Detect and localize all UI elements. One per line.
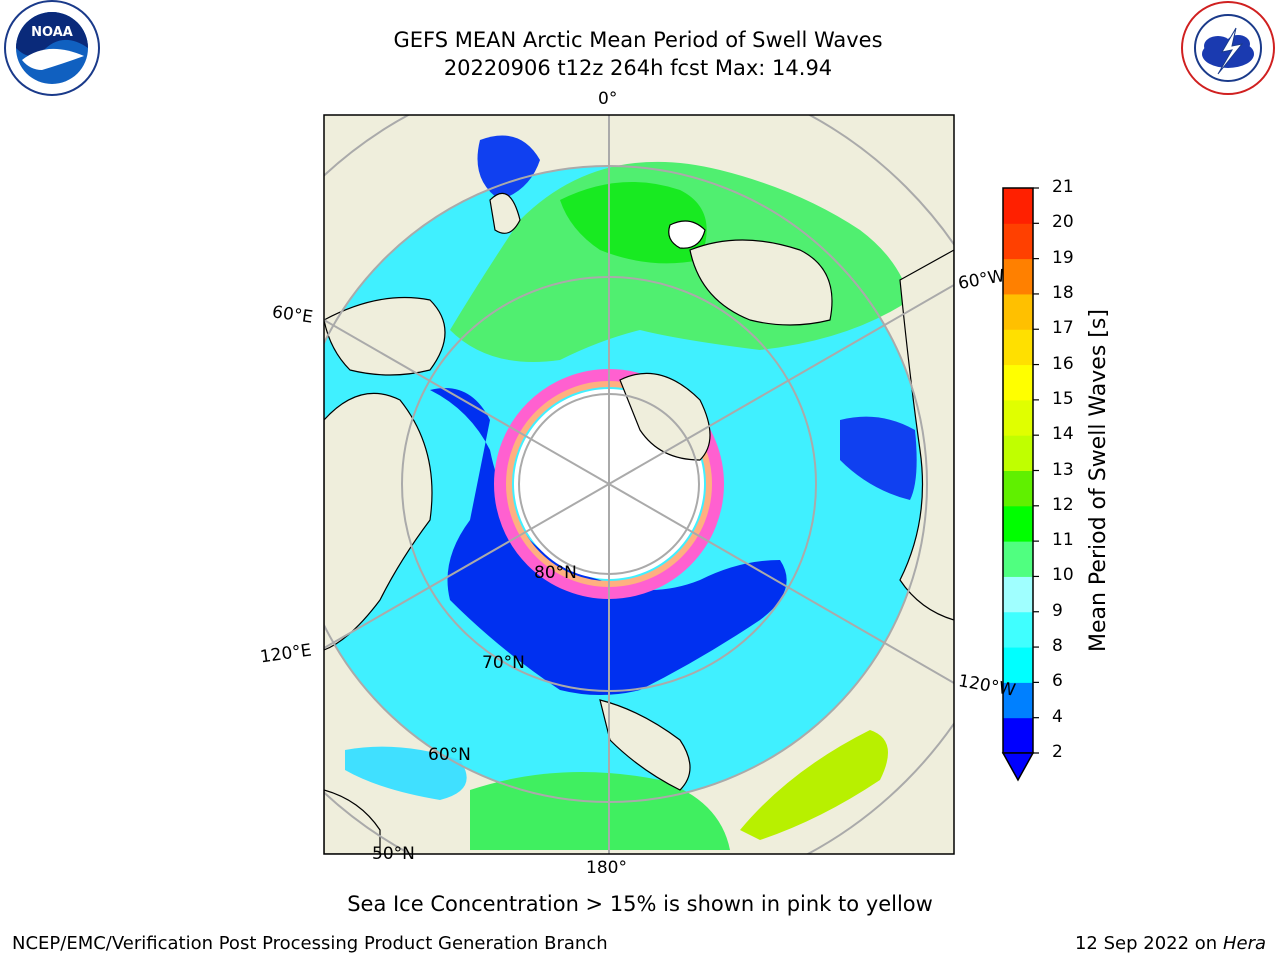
colorbar-tick-label: 14 bbox=[1052, 424, 1074, 445]
parallel-label-80: 80°N bbox=[534, 563, 577, 583]
colorbar-tick-label: 16 bbox=[1052, 353, 1074, 374]
footer-producer: NCEP/EMC/Verification Post Processing Pr… bbox=[12, 933, 608, 954]
land-scandinavia bbox=[324, 296, 446, 376]
colorbar-segment bbox=[1003, 470, 1033, 507]
colorbar-tick-label: 10 bbox=[1052, 565, 1074, 586]
colorbar-tick-label: 18 bbox=[1052, 282, 1074, 303]
colorbar-segment bbox=[1003, 717, 1033, 754]
colorbar-tick-label: 15 bbox=[1052, 388, 1074, 409]
colorbar-tick-label: 9 bbox=[1052, 600, 1063, 621]
parallel-label-50: 50°N bbox=[372, 844, 415, 864]
colorbar-segment bbox=[1003, 647, 1033, 683]
colorbar-segment bbox=[1003, 258, 1033, 295]
colorbar-tick-label: 4 bbox=[1052, 706, 1063, 727]
colorbar-segment bbox=[1003, 505, 1033, 542]
colorbar-segment bbox=[1003, 364, 1033, 401]
nws-logo bbox=[1178, 0, 1278, 100]
colorbar-tick-label: 21 bbox=[1052, 177, 1074, 197]
colorbar-tick-label: 17 bbox=[1052, 318, 1074, 339]
noaa-logo-text: NOAA bbox=[31, 25, 73, 40]
colorbar-tick-label: 13 bbox=[1052, 459, 1074, 480]
colorbar-segment bbox=[1003, 188, 1033, 224]
colorbar-segment bbox=[1003, 576, 1033, 613]
colorbar-tick-label: 2 bbox=[1052, 742, 1063, 762]
swell-field-pacific bbox=[470, 772, 730, 850]
colorbar-tick-label: 8 bbox=[1052, 636, 1063, 657]
meridian-label-0: 0° bbox=[598, 89, 618, 109]
swell-field-pacific-north bbox=[740, 730, 888, 840]
colorbar-extend bbox=[1001, 752, 1035, 782]
footer-date: 12 Sep 2022 on bbox=[1074, 933, 1218, 954]
land-bering bbox=[599, 699, 691, 791]
footer-timestamp: 12 Sep 2022 on Hera bbox=[1075, 933, 1266, 954]
map-title: GEFS MEAN Arctic Mean Period of Swell Wa… bbox=[393, 28, 883, 52]
meridian-label-180: 180° bbox=[586, 858, 627, 878]
parallel-label-60: 60°N bbox=[428, 745, 471, 765]
parallel-label-70: 70°N bbox=[482, 653, 525, 673]
colorbar-segment bbox=[1003, 329, 1033, 366]
colorbar-segment bbox=[1003, 223, 1033, 260]
colorbar bbox=[1001, 187, 1039, 782]
colorbar-tick-label: 12 bbox=[1052, 494, 1074, 515]
land-siberia bbox=[324, 392, 433, 651]
colorbar-segment bbox=[1003, 435, 1033, 471]
colorbar-tick-label: 11 bbox=[1052, 530, 1074, 551]
colorbar-segment bbox=[1003, 611, 1033, 648]
caption: Sea Ice Concentration > 15% is shown in … bbox=[347, 892, 933, 916]
colorbar-segment bbox=[1003, 541, 1033, 577]
land-canada bbox=[899, 249, 954, 621]
colorbar-tick-label: 6 bbox=[1052, 671, 1063, 692]
noaa-logo: NOAA bbox=[2, 0, 102, 100]
colorbar-segment bbox=[1003, 682, 1033, 719]
footer-host: Hera bbox=[1222, 933, 1266, 954]
colorbar-segment bbox=[1003, 399, 1033, 436]
colorbar-tick-label: 20 bbox=[1052, 212, 1074, 233]
land-iceland bbox=[668, 220, 706, 249]
colorbar-segment bbox=[1003, 293, 1033, 330]
colorbar-label: Mean Period of Swell Waves [s] bbox=[1086, 309, 1111, 652]
land-greenland bbox=[689, 239, 833, 326]
map-subtitle: 20220906 t12z 264h fcst Max: 14.94 bbox=[443, 56, 833, 80]
map-frame bbox=[323, 114, 955, 855]
swell-field-low-period bbox=[430, 388, 787, 695]
colorbar-tick-label: 19 bbox=[1052, 247, 1074, 268]
